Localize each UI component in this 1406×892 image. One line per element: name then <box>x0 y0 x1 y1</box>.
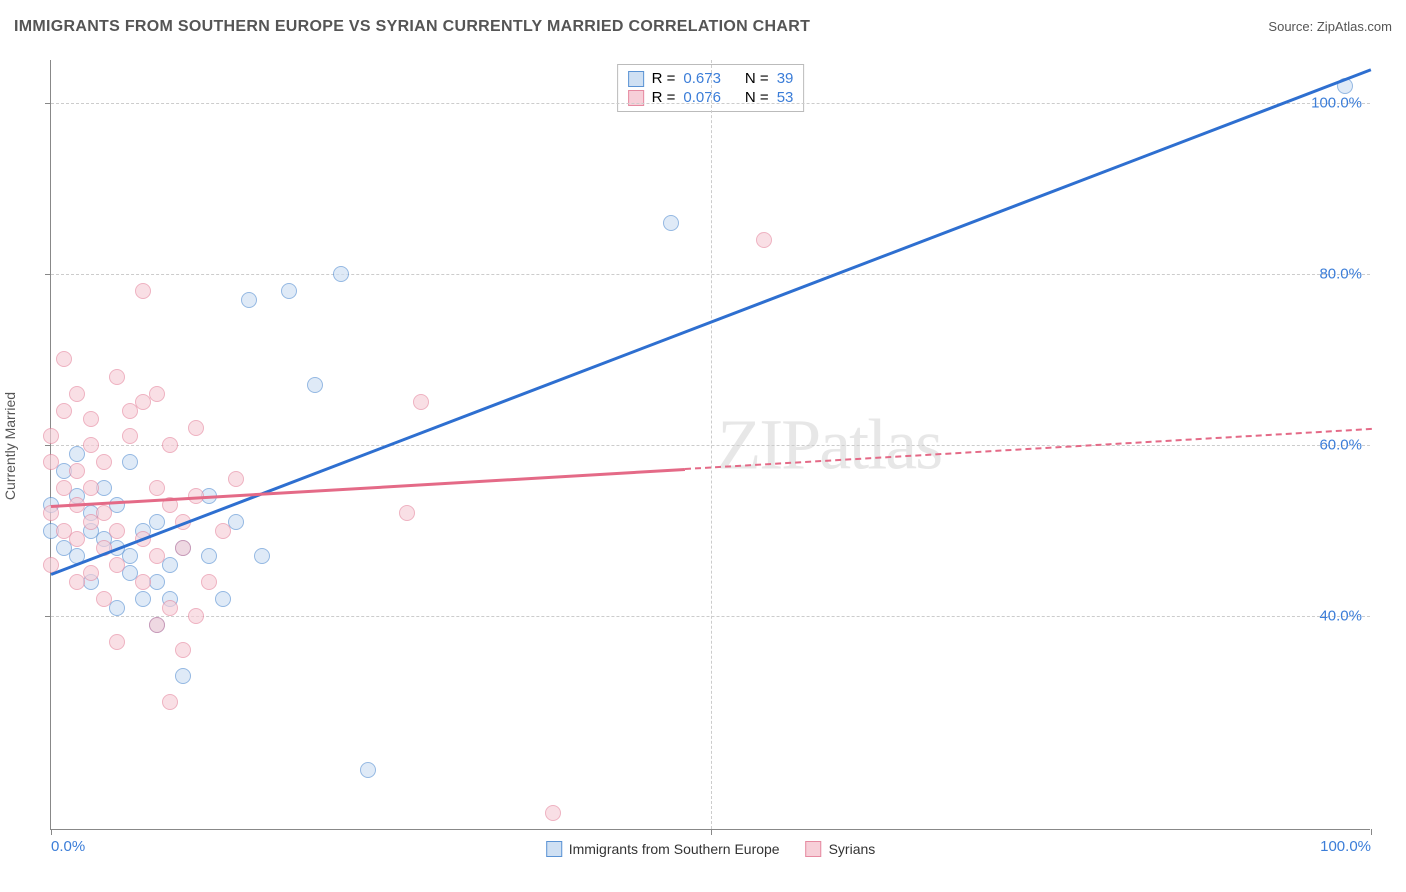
scatter-point-sy <box>756 232 772 248</box>
trend-line <box>685 428 1372 470</box>
legend-item-sy: Syrians <box>806 841 876 857</box>
source-value: ZipAtlas.com <box>1317 19 1392 34</box>
scatter-point-sy <box>149 548 165 564</box>
scatter-point-se <box>307 377 323 393</box>
scatter-point-sy <box>122 428 138 444</box>
stats-n-value: 39 <box>777 70 794 87</box>
scatter-point-se <box>663 215 679 231</box>
x-tick-label: 0.0% <box>51 838 85 855</box>
y-tick-label: 100.0% <box>1311 94 1362 111</box>
scatter-point-sy <box>149 386 165 402</box>
scatter-point-sy <box>56 351 72 367</box>
x-tick-mark <box>51 829 52 835</box>
trend-line <box>51 468 685 507</box>
scatter-point-se <box>149 514 165 530</box>
scatter-point-sy <box>83 437 99 453</box>
scatter-point-se <box>122 454 138 470</box>
scatter-point-sy <box>83 565 99 581</box>
gridline-vertical <box>711 60 712 829</box>
scatter-point-sy <box>109 557 125 573</box>
legend-label-sy: Syrians <box>829 841 876 857</box>
scatter-point-sy <box>69 386 85 402</box>
legend-swatch-sy <box>806 841 822 857</box>
scatter-point-se <box>201 548 217 564</box>
stats-r-label: R = <box>652 70 676 87</box>
scatter-point-sy <box>162 694 178 710</box>
scatter-point-sy <box>399 505 415 521</box>
x-tick-mark <box>1371 829 1372 835</box>
scatter-point-se <box>162 557 178 573</box>
scatter-point-se <box>360 762 376 778</box>
legend-label-se: Immigrants from Southern Europe <box>569 841 780 857</box>
swatch-se <box>628 71 644 87</box>
y-tick-mark <box>45 616 51 617</box>
scatter-point-sy <box>175 540 191 556</box>
y-tick-mark <box>45 445 51 446</box>
scatter-point-sy <box>43 505 59 521</box>
scatter-point-sy <box>109 634 125 650</box>
legend-item-se: Immigrants from Southern Europe <box>546 841 780 857</box>
stats-r-value: 0.673 <box>683 70 721 87</box>
scatter-point-sy <box>413 394 429 410</box>
y-tick-label: 80.0% <box>1319 265 1362 282</box>
scatter-point-sy <box>96 591 112 607</box>
scatter-point-sy <box>149 480 165 496</box>
chart-title: IMMIGRANTS FROM SOUTHERN EUROPE VS SYRIA… <box>14 18 810 36</box>
scatter-point-sy <box>135 283 151 299</box>
chart-header: IMMIGRANTS FROM SOUTHERN EUROPE VS SYRIA… <box>14 18 1392 36</box>
scatter-point-sy <box>188 420 204 436</box>
scatter-point-sy <box>83 411 99 427</box>
scatter-point-sy <box>96 454 112 470</box>
scatter-point-se <box>109 600 125 616</box>
scatter-point-sy <box>96 505 112 521</box>
scatter-point-se <box>215 591 231 607</box>
scatter-point-sy <box>69 463 85 479</box>
stats-n-label: N = <box>745 70 769 87</box>
scatter-point-sy <box>56 403 72 419</box>
source-label: Source: <box>1268 19 1313 34</box>
scatter-point-sy <box>83 480 99 496</box>
y-tick-label: 40.0% <box>1319 608 1362 625</box>
scatter-point-sy <box>149 617 165 633</box>
scatter-point-se <box>281 283 297 299</box>
y-tick-mark <box>45 103 51 104</box>
scatter-point-se <box>254 548 270 564</box>
scatter-point-sy <box>43 454 59 470</box>
scatter-point-se <box>333 266 349 282</box>
scatter-point-sy <box>228 471 244 487</box>
scatter-point-sy <box>69 531 85 547</box>
scatter-point-sy <box>56 480 72 496</box>
legend-swatch-se <box>546 841 562 857</box>
scatter-point-se <box>241 292 257 308</box>
scatter-point-sy <box>109 369 125 385</box>
scatter-point-se <box>135 591 151 607</box>
x-tick-label: 100.0% <box>1320 838 1371 855</box>
scatter-point-sy <box>545 805 561 821</box>
scatter-point-sy <box>215 523 231 539</box>
scatter-point-sy <box>135 574 151 590</box>
y-tick-mark <box>45 274 51 275</box>
legend: Immigrants from Southern Europe Syrians <box>546 841 876 857</box>
scatter-point-sy <box>162 437 178 453</box>
scatter-point-sy <box>109 523 125 539</box>
scatter-point-sy <box>162 600 178 616</box>
scatter-point-sy <box>188 608 204 624</box>
scatter-point-se <box>175 668 191 684</box>
scatter-point-sy <box>175 642 191 658</box>
y-tick-label: 60.0% <box>1319 437 1362 454</box>
source-attribution: Source: ZipAtlas.com <box>1268 19 1392 34</box>
y-axis-title: Currently Married <box>2 392 18 500</box>
plot-area: ZIPatlas R =0.673N =39R =0.076N =53 Immi… <box>50 60 1370 830</box>
x-tick-mark <box>711 829 712 835</box>
scatter-point-sy <box>43 428 59 444</box>
scatter-point-sy <box>201 574 217 590</box>
